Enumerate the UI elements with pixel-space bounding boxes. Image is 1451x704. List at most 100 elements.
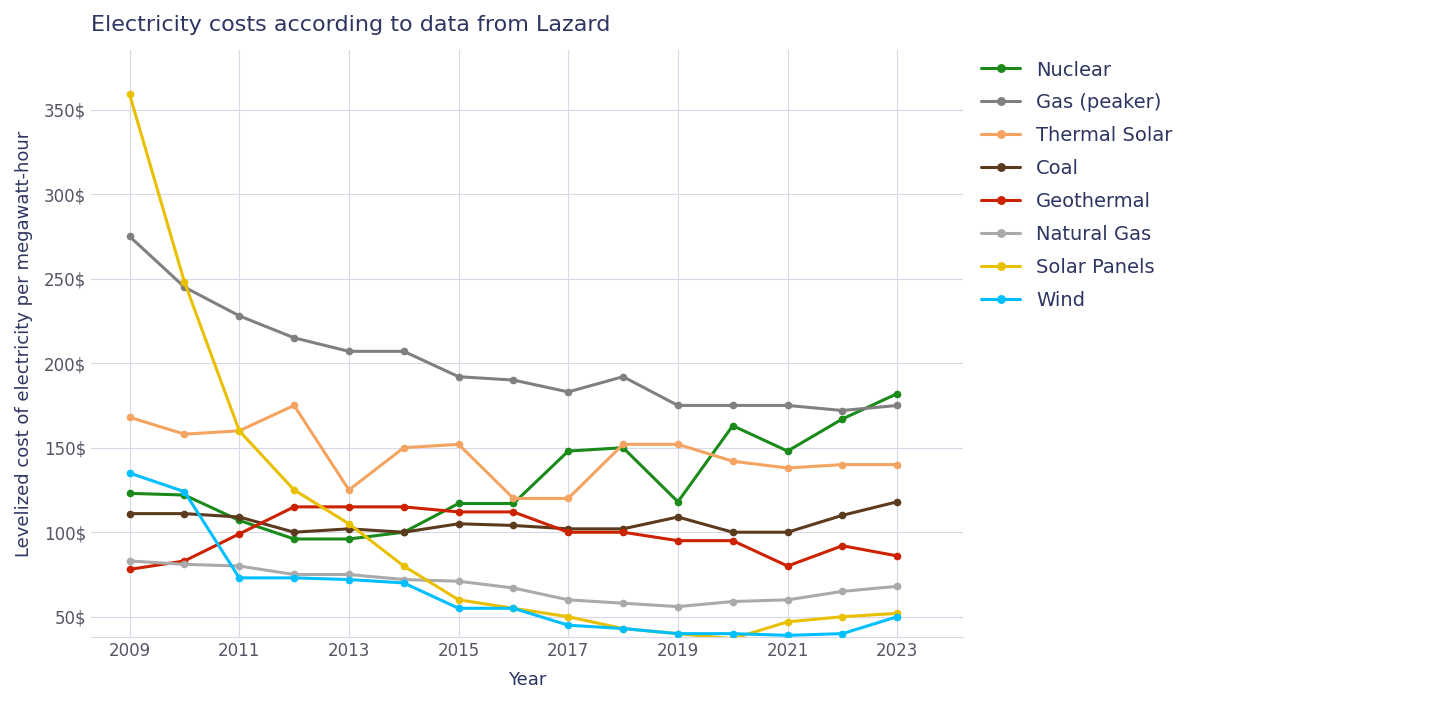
Y-axis label: Levelized cost of electricity per megawatt-hour: Levelized cost of electricity per megawa… <box>15 131 33 557</box>
Natural Gas <box>231 562 248 570</box>
Line: Gas (peaker): Gas (peaker) <box>126 233 901 414</box>
Natural Gas <box>888 582 905 591</box>
Coal <box>176 510 193 518</box>
Solar Panels <box>176 278 193 287</box>
Nuclear <box>669 498 686 506</box>
Coal <box>286 528 303 536</box>
Thermal Solar <box>450 440 467 448</box>
Natural Gas <box>450 577 467 586</box>
Natural Gas <box>505 584 522 592</box>
Wind <box>614 624 631 633</box>
Wind <box>286 574 303 582</box>
Thermal Solar <box>560 494 577 503</box>
Thermal Solar <box>395 444 412 452</box>
Thermal Solar <box>120 413 138 422</box>
Geothermal <box>120 565 138 574</box>
Coal <box>505 521 522 529</box>
Nuclear <box>286 535 303 543</box>
Coal <box>888 498 905 506</box>
Solar Panels <box>614 624 631 633</box>
Nuclear <box>779 447 797 455</box>
Text: Electricity costs according to data from Lazard: Electricity costs according to data from… <box>91 15 611 35</box>
Natural Gas <box>176 560 193 569</box>
Nuclear <box>888 389 905 398</box>
Wind <box>888 612 905 621</box>
Gas (peaker) <box>560 388 577 396</box>
Solar Panels <box>834 612 852 621</box>
Gas (peaker) <box>614 372 631 381</box>
Wind <box>505 604 522 612</box>
Natural Gas <box>614 599 631 608</box>
Solar Panels <box>560 612 577 621</box>
Line: Thermal Solar: Thermal Solar <box>126 402 901 501</box>
Thermal Solar <box>176 430 193 439</box>
Solar Panels <box>724 634 741 643</box>
Wind <box>724 629 741 638</box>
Gas (peaker) <box>176 283 193 291</box>
Natural Gas <box>560 596 577 604</box>
Coal <box>724 528 741 536</box>
Solar Panels <box>395 562 412 570</box>
Coal <box>669 513 686 521</box>
Solar Panels <box>120 90 138 99</box>
Nuclear <box>724 422 741 430</box>
Wind <box>450 604 467 612</box>
Thermal Solar <box>614 440 631 448</box>
Nuclear <box>560 447 577 455</box>
Nuclear <box>176 491 193 499</box>
Nuclear <box>231 516 248 524</box>
Wind <box>231 574 248 582</box>
Thermal Solar <box>888 460 905 469</box>
Gas (peaker) <box>450 372 467 381</box>
Wind <box>120 469 138 477</box>
Natural Gas <box>120 557 138 565</box>
Gas (peaker) <box>395 347 412 356</box>
Coal <box>560 524 577 533</box>
Wind <box>340 575 357 584</box>
Natural Gas <box>834 587 852 596</box>
Line: Solar Panels: Solar Panels <box>126 92 901 642</box>
Gas (peaker) <box>120 232 138 241</box>
Geothermal <box>614 528 631 536</box>
Natural Gas <box>669 603 686 611</box>
Geothermal <box>669 536 686 545</box>
Coal <box>779 528 797 536</box>
Coal <box>834 511 852 520</box>
Geothermal <box>888 552 905 560</box>
Nuclear <box>395 528 412 536</box>
Nuclear <box>340 535 357 543</box>
Thermal Solar <box>779 464 797 472</box>
Coal <box>450 520 467 528</box>
Nuclear <box>450 499 467 508</box>
Gas (peaker) <box>340 347 357 356</box>
Line: Coal: Coal <box>126 498 901 535</box>
Natural Gas <box>340 570 357 579</box>
Geothermal <box>560 528 577 536</box>
Wind <box>176 487 193 496</box>
Natural Gas <box>779 596 797 604</box>
Wind <box>779 631 797 639</box>
Geothermal <box>450 508 467 516</box>
Nuclear <box>120 489 138 498</box>
Gas (peaker) <box>669 401 686 410</box>
Line: Geothermal: Geothermal <box>126 504 901 572</box>
Natural Gas <box>724 597 741 605</box>
Geothermal <box>340 503 357 511</box>
Solar Panels <box>286 486 303 494</box>
Thermal Solar <box>669 440 686 448</box>
Gas (peaker) <box>505 376 522 384</box>
Wind <box>395 579 412 587</box>
Coal <box>395 528 412 536</box>
Gas (peaker) <box>231 312 248 320</box>
Line: Wind: Wind <box>126 470 901 639</box>
Line: Nuclear: Nuclear <box>126 391 901 542</box>
Gas (peaker) <box>724 401 741 410</box>
Geothermal <box>779 562 797 570</box>
Solar Panels <box>505 604 522 612</box>
Gas (peaker) <box>888 401 905 410</box>
X-axis label: Year: Year <box>508 671 547 689</box>
Geothermal <box>231 529 248 538</box>
Solar Panels <box>450 596 467 604</box>
Thermal Solar <box>231 427 248 435</box>
Line: Natural Gas: Natural Gas <box>126 558 901 610</box>
